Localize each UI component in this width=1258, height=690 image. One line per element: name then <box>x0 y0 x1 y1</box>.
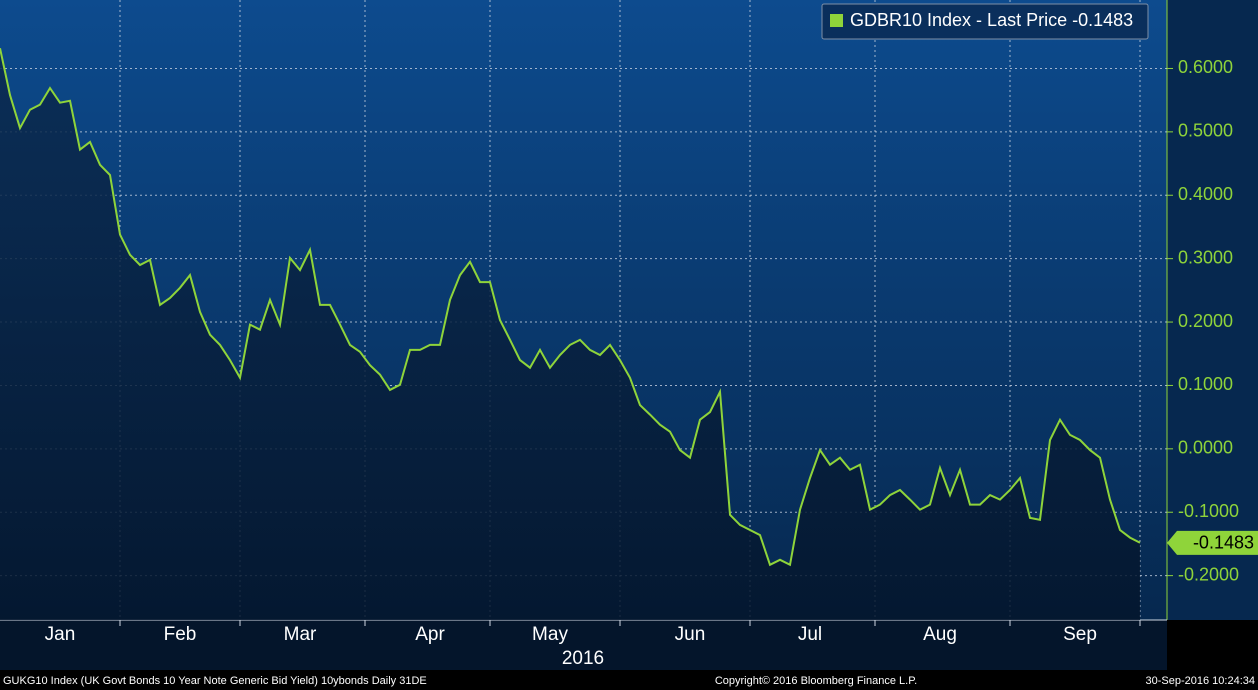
y-tick-label: 0.1000 <box>1178 374 1233 394</box>
y-tick-label: -0.2000 <box>1178 564 1239 584</box>
legend-name: GDBR10 Index - Last Price <box>850 10 1067 30</box>
y-tick-label: 0.6000 <box>1178 57 1233 77</box>
x-tick-label: Jul <box>798 624 822 645</box>
x-axis-area <box>0 620 1167 670</box>
footer-left: GUKG10 Index (UK Govt Bonds 10 Year Note… <box>3 675 427 687</box>
chart-layer: 0.6000 0.5000 0.4000 0.3000 0.2000 0.1000 0.00… <box>0 0 1258 645</box>
legend-value: -0.1483 <box>1072 10 1133 30</box>
axis-area <box>1167 0 1258 620</box>
x-tick-label: Apr <box>415 624 445 645</box>
y-tick-label: 0.3000 <box>1178 247 1233 267</box>
last-value-label: -0.1483 <box>1193 533 1254 553</box>
x-tick-label: Sep <box>1063 624 1097 645</box>
footer-center: Copyright© 2016 Bloomberg Finance L.P. <box>715 675 917 687</box>
last-value-tag <box>1167 530 1258 555</box>
line <box>0 47 1141 567</box>
x-tick-label: Jan <box>45 624 76 645</box>
legend-label: GDBR10 Index - Last Price -0.1483 <box>850 10 1133 30</box>
y-tick-label: 0.4000 <box>1178 184 1233 204</box>
area <box>0 48 1140 620</box>
x-tick-label: Feb <box>164 624 197 645</box>
legend-swatch <box>830 14 843 27</box>
legend-box <box>821 3 1149 40</box>
x-tick-label: May <box>532 624 568 645</box>
y-tick-label: 0.0000 <box>1178 438 1233 458</box>
x-tick-label: Aug <box>923 624 957 645</box>
x-tick-label: Jun <box>675 624 706 645</box>
y-tick-label: 0.5000 <box>1178 121 1233 141</box>
y-tick-label: 0.2000 <box>1178 311 1233 331</box>
year-label: 2016 <box>562 648 604 669</box>
y-tick-label: -0.1000 <box>1178 501 1239 521</box>
legend: GDBR10 Index - Last Price -0.1483 <box>821 3 1149 40</box>
footer-right: 30-Sep-2016 10:24:34 <box>1146 675 1255 687</box>
x-tick-label: Mar <box>284 624 317 645</box>
